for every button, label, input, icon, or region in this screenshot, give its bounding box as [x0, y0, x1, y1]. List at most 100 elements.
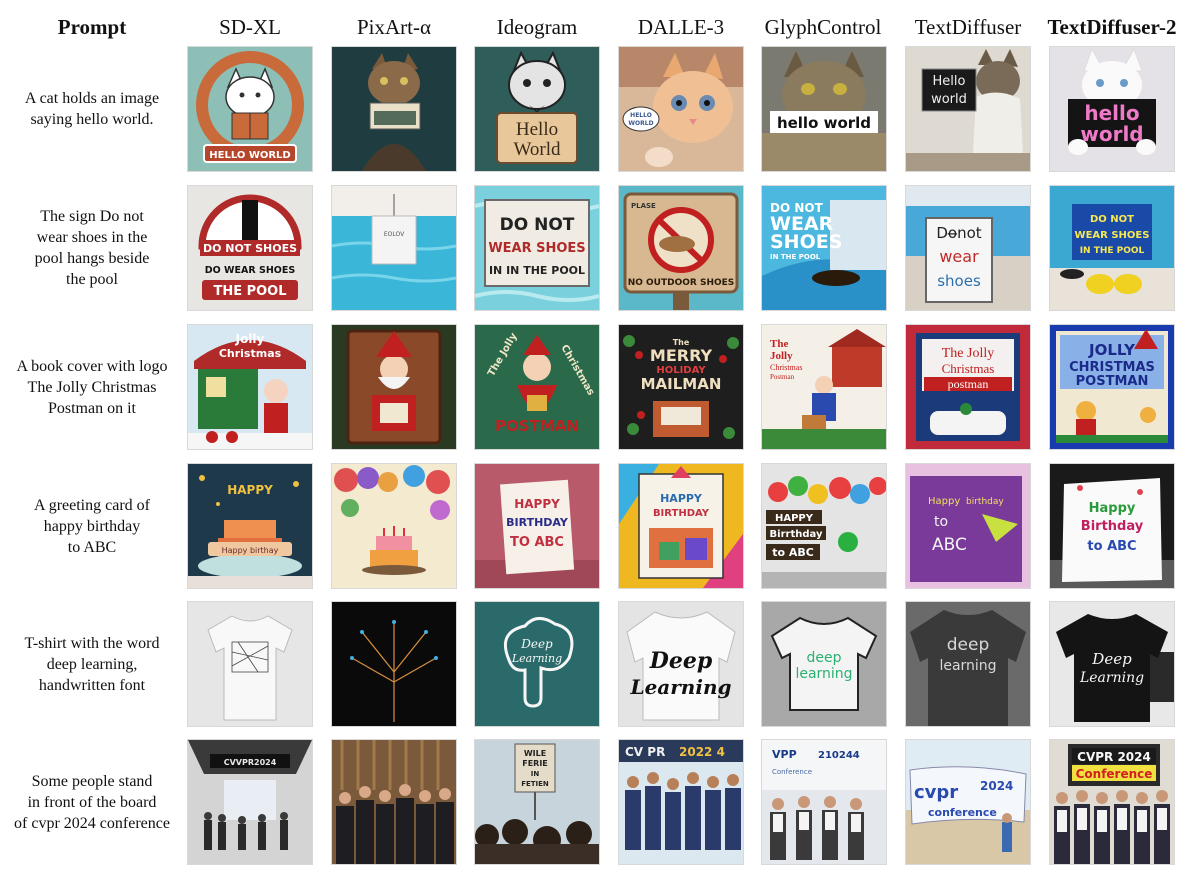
image-book-textdiffuser: The Jolly Christmas postman: [906, 325, 1030, 449]
image-text: Christmas: [942, 361, 995, 376]
image-text: 2022 4: [679, 745, 725, 759]
image-text: BIRTHDAY: [506, 516, 569, 529]
image-text: The Jolly: [942, 346, 995, 361]
prompt-tshirt: T-shirt with the word deep learning, han…: [4, 602, 180, 726]
image-text: CVPR 2024: [1077, 750, 1151, 764]
image-text: Conference: [772, 768, 812, 776]
image-text: SHOES: [770, 231, 842, 253]
image-pool-pixart: EOLOV: [332, 186, 456, 310]
image-book-dalle3: The MERRY HOLIDAY MAILMAN: [619, 325, 743, 449]
image-text: wear: [939, 247, 979, 266]
image-pool-ideogram: DO NOT WEAR SHOES IN IN THE POOL: [475, 186, 599, 310]
image-text: postman: [948, 377, 989, 391]
image-tshirt-textdiffuser2: Deep Learning: [1050, 602, 1174, 726]
image-text: deep: [947, 635, 990, 655]
image-tshirt-pixart: [332, 602, 456, 726]
image-cat-glyphcontrol: hello world: [762, 47, 886, 171]
image-text: POSTMAN: [1076, 374, 1149, 389]
image-tshirt-glyphcontrol: deep learning: [762, 602, 886, 726]
image-cat-textdiffuser2: hello world: [1050, 47, 1174, 171]
image-text: Deep: [1091, 650, 1132, 668]
image-text: Birrthday: [770, 529, 823, 540]
header-ideogram: Ideogram: [496, 15, 578, 39]
image-card-pixart: [332, 464, 456, 588]
image-text: HAPPY: [227, 483, 273, 497]
image-text: HAPPY: [775, 513, 814, 524]
image-cvpr-pixart: [332, 740, 456, 864]
image-cvpr-sdxl: CVVPR2024: [188, 740, 312, 864]
image-text: CV PR: [625, 745, 665, 759]
image-text: JOLLY: [1088, 341, 1136, 359]
prompt-line: Some people stand: [31, 772, 153, 790]
image-text: to ABC: [772, 546, 814, 559]
image-text: to: [934, 514, 948, 530]
prompt-line: T-shirt with the word: [24, 634, 160, 652]
image-cvpr-textdiffuser2: CVPR 2024 Conference: [1050, 740, 1174, 864]
image-text: IN: [531, 770, 540, 778]
prompt-line: The Jolly Christmas: [27, 378, 157, 396]
prompt-line: A greeting card of: [34, 496, 150, 514]
prompt-greeting-card: A greeting card of happy birthday to ABC: [4, 464, 180, 588]
image-text: EOLOV: [384, 231, 405, 238]
header-textdiffuser: TextDiffuser: [914, 15, 1022, 39]
prompt-line: pool hangs beside: [34, 250, 150, 267]
image-text: PLASE: [631, 202, 656, 210]
prompt-line: to ABC: [67, 538, 117, 556]
image-text: Deep: [520, 637, 553, 651]
image-card-textdiffuser: Happy birthday to ABC: [906, 464, 1030, 588]
image-text: Do̶not: [936, 224, 981, 242]
image-text: learning: [939, 658, 996, 674]
image-text: VPP: [772, 748, 797, 761]
image-text: Birthday: [1081, 519, 1144, 534]
header-pixart-alpha: PixArt-α: [356, 15, 431, 39]
image-text: Christmas: [770, 363, 802, 372]
image-text: WEAR SHOES: [488, 241, 585, 256]
image-text: HAPPY: [514, 497, 560, 511]
image-cat-dalle3: HELLO WORLD: [619, 47, 743, 171]
image-text: IN THE POOL: [1080, 246, 1145, 256]
image-tshirt-ideogram: Deep Learning: [475, 602, 599, 726]
prompt-cvpr: Some people stand in front of the board …: [4, 740, 180, 864]
image-text: cvpr: [914, 782, 958, 803]
image-cat-pixart: [332, 47, 456, 171]
image-text: DO NOT SHOES: [203, 242, 297, 255]
image-text: Happy: [1089, 501, 1136, 516]
header-prompt: Prompt: [57, 15, 127, 39]
image-text: Learning: [630, 675, 732, 699]
image-text: MERRY: [650, 346, 713, 365]
header-sd-xl: SD-XL: [219, 15, 281, 39]
image-text: shoes: [937, 272, 981, 290]
image-cvpr-glyphcontrol: VPP 210244 Conference: [762, 740, 886, 864]
image-text: The: [770, 338, 788, 350]
image-text: HOLIDAY: [656, 365, 706, 376]
prompt-line: Postman on it: [47, 399, 136, 417]
prompt-line: A cat holds an image: [24, 90, 160, 107]
image-text: HAPPY: [660, 492, 703, 505]
prompt-line: the pool: [66, 271, 118, 288]
image-text: BIRTHDAY: [653, 508, 710, 519]
image-book-textdiffuser2: JOLLY CHRISTMAS POSTMAN: [1050, 325, 1174, 449]
image-text: Christmas: [219, 347, 282, 360]
image-text: DO NOT: [770, 201, 824, 215]
image-cat-ideogram: Hello World: [475, 47, 599, 171]
image-text: DO NOT: [500, 215, 575, 235]
prompt-line: of cvpr 2024 conference: [14, 814, 170, 832]
image-cat-textdiffuser: Hello world: [906, 47, 1030, 171]
image-book-glyphcontrol: The Jolly Christmas Postman: [762, 325, 886, 449]
image-text: conference: [928, 806, 997, 819]
image-card-textdiffuser2: Happy Birthday to ABC: [1050, 464, 1174, 588]
image-text: TO ABC: [510, 535, 564, 550]
image-text: learning: [795, 666, 852, 682]
image-text: FETIEN: [521, 780, 549, 788]
image-book-sdxl: Jolly Christmas: [188, 325, 312, 449]
prompt-pool-sign: The sign Do not wear shoes in the pool h…: [4, 186, 180, 310]
image-text: WEAR SHOES: [1075, 230, 1150, 241]
header-textdiffuser-2: TextDiffuser-2: [1047, 15, 1177, 39]
image-pool-dalle3: PLASE NO OUTDOOR SHOES: [619, 186, 743, 310]
image-text: world: [931, 92, 967, 107]
prompt-line: deep learning,: [46, 655, 138, 673]
header-dalle-3: DALLE-3: [637, 15, 725, 39]
image-tshirt-textdiffuser: deep learning: [906, 602, 1030, 726]
image-text: DO NOT: [1090, 214, 1134, 225]
image-text: WILE: [524, 749, 546, 758]
